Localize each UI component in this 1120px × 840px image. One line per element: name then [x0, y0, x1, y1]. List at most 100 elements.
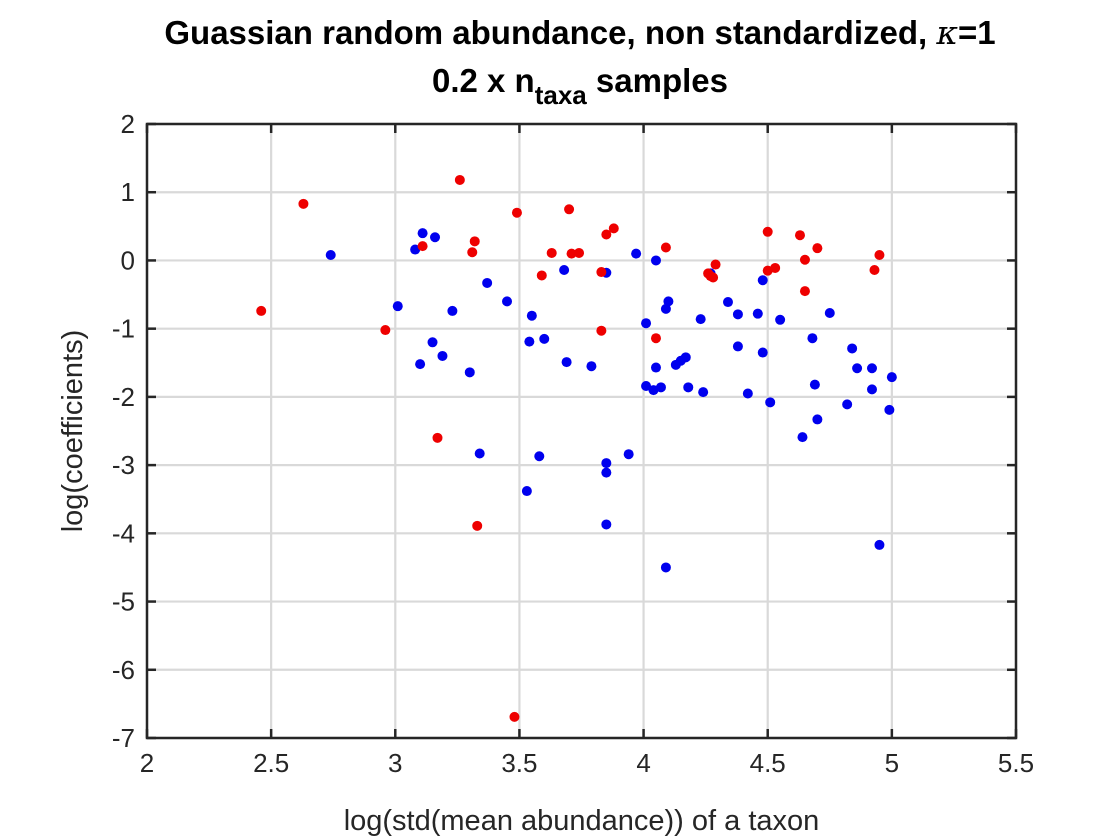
data-point: [762, 226, 773, 237]
data-point: [539, 333, 550, 344]
data-point: [742, 388, 753, 399]
x-tick-label: 3: [388, 748, 402, 778]
data-point: [427, 337, 438, 348]
x-tick-label: 2.5: [253, 748, 289, 778]
subtitle-subscript: taxa: [535, 80, 588, 110]
data-point: [601, 467, 612, 478]
data-point: [874, 249, 885, 260]
data-point: [757, 347, 768, 358]
data-point: [886, 372, 897, 383]
data-point: [650, 333, 661, 344]
data-point: [502, 296, 513, 307]
data-point: [534, 451, 545, 462]
x-tick-label: 3.5: [501, 748, 537, 778]
data-point: [437, 350, 448, 361]
data-point: [574, 247, 585, 258]
chart-title: Guassian random abundance, non standardi…: [164, 13, 995, 52]
grid-lines: [145, 122, 1018, 740]
data-point: [660, 562, 671, 573]
y-tick-label: 0: [121, 245, 135, 275]
data-point: [732, 309, 743, 320]
data-point: [564, 204, 575, 215]
data-point: [799, 286, 810, 297]
y-axis-label: log(coefficients): [57, 330, 89, 533]
plot-area-box: [145, 122, 1018, 740]
data-point: [660, 242, 671, 253]
data-point: [472, 520, 483, 531]
data-point: [650, 362, 661, 373]
y-tick-label: -4: [112, 518, 135, 548]
data-point: [710, 259, 721, 270]
data-point: [559, 264, 570, 275]
data-point: [824, 307, 835, 318]
x-tick-label: 5.5: [998, 748, 1034, 778]
data-point: [847, 343, 858, 354]
data-points: [256, 174, 897, 722]
data-point: [447, 305, 458, 316]
x-axis-label: log(std(mean abundance)) of a taxon: [344, 805, 820, 837]
data-point: [874, 539, 885, 550]
data-point: [812, 414, 823, 425]
data-point: [866, 384, 877, 395]
data-point: [432, 432, 443, 443]
y-tick-label: -7: [112, 723, 135, 753]
data-point: [482, 277, 493, 288]
data-point: [380, 325, 391, 336]
y-tick-label: -1: [112, 314, 135, 344]
data-point: [524, 336, 535, 347]
data-point: [852, 363, 863, 374]
data-point: [655, 382, 666, 393]
data-point: [536, 270, 547, 281]
data-point: [797, 432, 808, 443]
data-point: [775, 314, 786, 325]
data-point: [509, 711, 520, 722]
data-point: [256, 305, 267, 316]
data-point: [770, 262, 781, 273]
axis-ticks: 2 2.5 3 3.5 4 4.5 5 5.5 2 1 0 -1 -2 -3 -4 -5 -6 -7: [112, 109, 1034, 778]
data-point: [698, 387, 709, 398]
data-point: [650, 255, 661, 266]
data-point: [454, 174, 465, 185]
data-point: [869, 264, 880, 275]
data-point: [526, 310, 537, 321]
data-point: [732, 341, 743, 352]
data-point: [807, 333, 818, 344]
data-point: [608, 223, 619, 234]
y-tick-label: 1: [121, 177, 135, 207]
data-point: [683, 382, 694, 393]
data-point: [794, 230, 805, 241]
data-point: [866, 363, 877, 374]
data-point: [663, 296, 674, 307]
data-point: [695, 314, 706, 325]
data-point: [464, 367, 475, 378]
data-point: [469, 236, 480, 247]
data-point: [757, 275, 768, 286]
data-point: [752, 308, 763, 319]
data-point: [298, 198, 309, 209]
data-point: [708, 272, 719, 283]
data-point: [765, 397, 776, 408]
data-point: [596, 267, 607, 278]
chart-subtitle: 0.2 x ntaxa samples: [432, 62, 728, 110]
y-tick-label: 2: [121, 109, 135, 139]
data-point: [660, 303, 671, 314]
data-point: [799, 254, 810, 265]
data-point: [884, 404, 895, 415]
data-point: [392, 301, 403, 312]
kappa-symbol: κ: [935, 13, 958, 52]
data-point: [467, 247, 478, 258]
data-point: [415, 359, 426, 370]
data-point: [623, 449, 634, 460]
data-point: [641, 380, 652, 391]
data-point: [631, 248, 642, 259]
data-point: [722, 297, 733, 308]
data-point: [511, 207, 522, 218]
data-point: [641, 318, 652, 329]
y-tick-label: -5: [112, 587, 135, 617]
data-point: [842, 399, 853, 410]
x-tick-label: 2: [140, 748, 154, 778]
data-point: [809, 379, 820, 390]
x-tick-label: 4: [636, 748, 650, 778]
data-point: [601, 229, 612, 240]
